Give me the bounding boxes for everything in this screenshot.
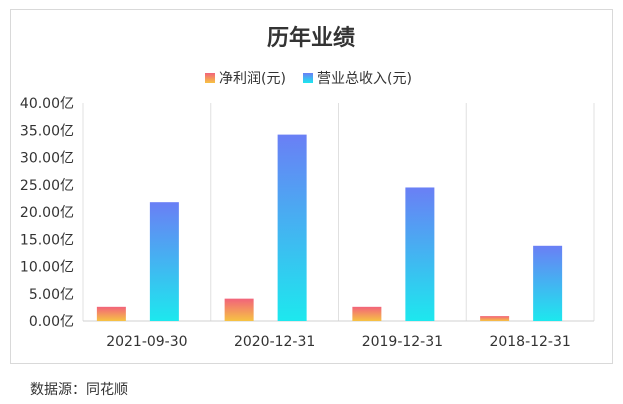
- y-tick-label: 40.00亿: [20, 96, 74, 112]
- data-source-note: 数据源：同花顺: [30, 382, 128, 398]
- y-tick-label: 25.00亿: [20, 178, 74, 194]
- bar-net-profit: [224, 298, 254, 321]
- bar-net-profit: [352, 306, 382, 321]
- bar-revenue: [533, 245, 563, 321]
- chart-title: 历年业绩: [267, 25, 355, 51]
- y-tick-label: 15.00亿: [20, 232, 74, 248]
- legend-label-revenue: 营业总收入(元): [317, 71, 412, 87]
- chart: 历年业绩 净利润(元) 营业总收入(元) 0.00亿 5.00亿 10.00亿 15.…: [20, 25, 595, 350]
- bar-net-profit: [96, 306, 126, 321]
- bar-revenue: [149, 202, 179, 321]
- x-tick-label: 2019-12-31: [362, 334, 443, 350]
- y-tick-label: 10.00亿: [20, 260, 74, 276]
- y-tick-label: 0.00亿: [29, 314, 74, 330]
- legend-swatch-revenue: [303, 73, 313, 83]
- y-axis: 0.00亿 5.00亿 10.00亿 15.00亿 20.00亿 25.00亿 30.00亿…: [20, 96, 74, 330]
- bar-revenue: [277, 134, 307, 321]
- y-tick-label: 35.00亿: [20, 123, 74, 139]
- x-axis: 2021-09-30 2020-12-31 2019-12-31 2018-12-31: [106, 334, 571, 350]
- legend-label-net-profit: 净利润(元): [219, 71, 286, 87]
- x-tick-label: 2018-12-31: [489, 334, 570, 350]
- legend-swatch-net-profit: [205, 73, 215, 83]
- y-tick-label: 20.00亿: [20, 205, 74, 221]
- x-tick-label: 2020-12-31: [234, 334, 315, 350]
- y-tick-label: 30.00亿: [20, 151, 74, 167]
- bars: [96, 134, 563, 321]
- y-tick-label: 5.00亿: [29, 287, 74, 303]
- legend: 净利润(元) 营业总收入(元): [205, 71, 412, 87]
- bar-revenue: [405, 187, 435, 321]
- bar-net-profit: [480, 316, 510, 321]
- x-tick-label: 2021-09-30: [106, 334, 187, 350]
- chart-frame: [10, 9, 613, 364]
